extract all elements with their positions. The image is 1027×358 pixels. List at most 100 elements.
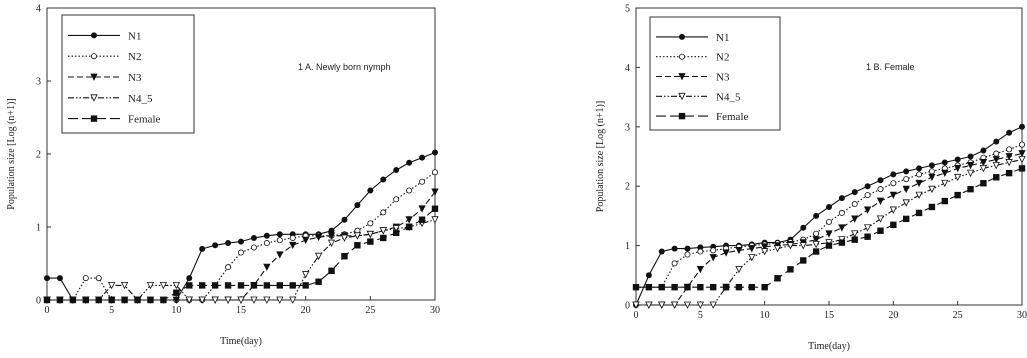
data-point: [225, 264, 232, 271]
data-point: [799, 242, 807, 250]
data-point: [263, 240, 270, 247]
data-point: [431, 149, 438, 156]
data-point: [658, 248, 665, 255]
data-point: [800, 257, 807, 264]
data-point: [302, 271, 310, 279]
data-point: [632, 283, 640, 291]
data-point: [419, 154, 426, 161]
data-point: [406, 159, 413, 166]
data-point: [851, 230, 859, 238]
data-point: [928, 185, 936, 194]
data-point: [237, 249, 244, 256]
data-point: [916, 171, 923, 178]
data-point: [838, 209, 845, 216]
data-point: [889, 191, 897, 200]
data-point: [185, 296, 193, 304]
x-tick-label: 0: [634, 310, 639, 321]
data-point: [276, 237, 283, 244]
data-point: [418, 205, 426, 213]
data-point: [56, 296, 64, 304]
data-point: [889, 206, 897, 214]
data-point: [212, 242, 219, 249]
data-point: [108, 281, 116, 290]
data-point: [198, 296, 206, 304]
x-axis-label: Time(day): [808, 341, 850, 352]
data-point: [993, 150, 1000, 157]
data-point: [159, 281, 168, 290]
data-point: [838, 195, 845, 202]
data-point: [431, 188, 439, 196]
data-point: [147, 296, 154, 304]
data-point: [121, 296, 128, 304]
data-point: [722, 283, 730, 291]
data-point: [812, 248, 820, 255]
data-point: [941, 179, 949, 188]
data-point: [967, 153, 974, 160]
data-point: [670, 301, 679, 309]
data-point: [671, 283, 678, 291]
data-point: [748, 254, 756, 262]
data-point: [172, 296, 180, 304]
data-point: [314, 233, 323, 242]
data-point: [697, 283, 704, 291]
data-point: [56, 275, 63, 282]
data-point: [980, 147, 987, 154]
data-point: [671, 260, 678, 267]
data-point: [761, 283, 768, 291]
data-point: [250, 234, 257, 241]
legend-marker: [90, 115, 98, 122]
data-point: [979, 164, 988, 173]
data-point: [774, 275, 781, 282]
data-point: [813, 212, 820, 219]
data-point: [263, 232, 270, 239]
data-point: [134, 296, 141, 304]
legend-label: Female: [716, 111, 748, 123]
data-point: [380, 176, 387, 183]
x-tick-label: 25: [365, 305, 375, 316]
y-axis-label: Population size [Log (n+1)]: [595, 101, 606, 212]
data-point: [928, 203, 936, 211]
data-point: [993, 174, 1000, 181]
y-tick-label: 3: [625, 122, 630, 133]
legend-marker: [90, 94, 98, 102]
data-point: [825, 230, 833, 238]
data-point: [954, 173, 962, 182]
data-point: [146, 281, 155, 290]
y-tick-label: 1: [625, 241, 630, 252]
data-point: [108, 296, 115, 304]
y-tick-label: 2: [36, 150, 41, 161]
data-point: [1005, 159, 1013, 167]
data-point: [684, 283, 691, 291]
data-point: [198, 282, 206, 289]
series-line: [636, 152, 1023, 306]
panel-title: 1 B. Female: [866, 62, 915, 72]
series-line: [636, 144, 1023, 288]
legend-marker: [90, 73, 98, 81]
data-point: [916, 165, 923, 172]
series-line: [635, 126, 1023, 306]
data-point: [82, 296, 89, 304]
data-point: [915, 179, 923, 188]
data-point: [289, 241, 297, 250]
data-point: [1005, 153, 1013, 161]
data-point: [813, 230, 820, 237]
legend-label: Female: [128, 114, 160, 126]
data-point: [418, 216, 426, 223]
x-tick-label: 10: [171, 305, 181, 316]
x-tick-label: 5: [698, 310, 703, 321]
data-point: [419, 178, 426, 185]
data-point: [172, 281, 180, 290]
data-point: [826, 203, 833, 210]
legend-box: [61, 14, 195, 134]
data-point: [748, 283, 755, 291]
data-point: [160, 296, 167, 304]
x-tick-label: 25: [953, 310, 963, 321]
data-point: [903, 215, 910, 223]
data-point: [993, 138, 1000, 145]
x-tick-label: 30: [1017, 310, 1027, 321]
y-tick-label: 2: [625, 182, 630, 193]
legend-label: N3: [716, 72, 730, 84]
series-line: [47, 171, 436, 301]
y-tick-label: 3: [36, 77, 41, 88]
data-point: [1018, 150, 1026, 158]
